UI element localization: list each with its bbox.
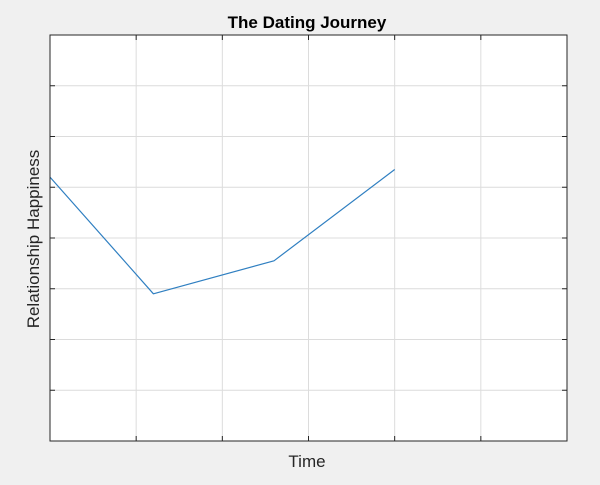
grid-lines [50, 35, 567, 441]
tick-marks [49, 34, 568, 442]
y-axis-label: Relationship Happiness [24, 150, 43, 329]
series-layer [49, 169, 396, 295]
series-line [49, 169, 396, 295]
chart-title: The Dating Journey [228, 13, 387, 32]
x-axis-label: Time [288, 452, 325, 471]
